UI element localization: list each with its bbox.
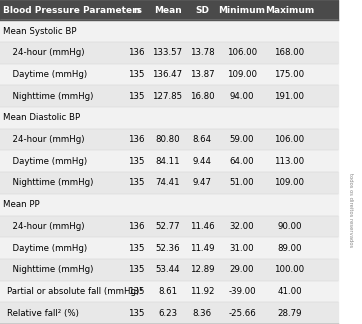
- Text: 113.00: 113.00: [274, 157, 304, 166]
- Text: Maximum: Maximum: [265, 6, 314, 15]
- Text: 11.49: 11.49: [190, 244, 215, 253]
- Bar: [0, 0, 338, 20]
- Text: 94.00: 94.00: [230, 92, 254, 101]
- Text: Daytime (mmHg): Daytime (mmHg): [8, 244, 88, 253]
- Text: 168.00: 168.00: [274, 48, 304, 57]
- Text: 51.00: 51.00: [230, 179, 254, 188]
- Text: 11.46: 11.46: [190, 222, 215, 231]
- Text: 8.36: 8.36: [193, 309, 212, 318]
- Text: 106.00: 106.00: [227, 48, 257, 57]
- Text: 8.64: 8.64: [193, 135, 212, 144]
- Text: 52.36: 52.36: [155, 244, 180, 253]
- Text: Nighttime (mmHg): Nighttime (mmHg): [8, 92, 94, 101]
- Text: 127.85: 127.85: [152, 92, 182, 101]
- Text: 9.44: 9.44: [193, 157, 212, 166]
- Text: 13.87: 13.87: [190, 70, 215, 79]
- Text: Daytime (mmHg): Daytime (mmHg): [8, 157, 88, 166]
- Text: 52.77: 52.77: [155, 222, 180, 231]
- Text: -39.00: -39.00: [228, 287, 256, 296]
- Text: todos os direitos reservados: todos os direitos reservados: [348, 173, 353, 248]
- Text: Mean Diastolic BP: Mean Diastolic BP: [3, 113, 80, 122]
- Text: 24-hour (mmHg): 24-hour (mmHg): [8, 222, 85, 231]
- Text: 59.00: 59.00: [230, 135, 254, 144]
- Bar: [0, 302, 338, 324]
- Text: Minimum: Minimum: [219, 6, 265, 15]
- Text: 13.78: 13.78: [190, 48, 215, 57]
- Text: 136: 136: [128, 48, 144, 57]
- Text: Mean: Mean: [153, 6, 181, 15]
- Text: 12.89: 12.89: [190, 265, 215, 274]
- Text: 64.00: 64.00: [230, 157, 254, 166]
- Text: 11.92: 11.92: [190, 287, 215, 296]
- Text: 136.47: 136.47: [152, 70, 182, 79]
- Text: 135: 135: [128, 70, 144, 79]
- Text: 90.00: 90.00: [277, 222, 302, 231]
- Text: Mean PP: Mean PP: [3, 200, 39, 209]
- Text: 191.00: 191.00: [274, 92, 304, 101]
- Text: 31.00: 31.00: [230, 244, 254, 253]
- Text: 175.00: 175.00: [274, 70, 304, 79]
- Text: 32.00: 32.00: [230, 222, 254, 231]
- Text: 136: 136: [128, 135, 144, 144]
- Text: Blood Pressure Parameters: Blood Pressure Parameters: [3, 6, 142, 15]
- Text: 8.61: 8.61: [158, 287, 177, 296]
- Text: 24-hour (mmHg): 24-hour (mmHg): [8, 135, 85, 144]
- Bar: [0, 107, 338, 129]
- Text: Daytime (mmHg): Daytime (mmHg): [8, 70, 88, 79]
- Text: 109.00: 109.00: [274, 179, 304, 188]
- Text: 135: 135: [128, 287, 144, 296]
- Text: -25.66: -25.66: [228, 309, 256, 318]
- Text: 89.00: 89.00: [277, 244, 302, 253]
- Text: 135: 135: [128, 179, 144, 188]
- Text: 109.00: 109.00: [227, 70, 257, 79]
- Bar: [0, 85, 338, 107]
- Text: Relative fall² (%): Relative fall² (%): [8, 309, 79, 318]
- Text: 135: 135: [128, 157, 144, 166]
- Text: SD: SD: [195, 6, 209, 15]
- Text: 6.23: 6.23: [158, 309, 177, 318]
- Bar: [0, 129, 338, 150]
- Text: 135: 135: [128, 309, 144, 318]
- Text: 9.47: 9.47: [193, 179, 212, 188]
- Bar: [0, 42, 338, 64]
- Bar: [0, 172, 338, 194]
- Text: 80.80: 80.80: [155, 135, 180, 144]
- Bar: [0, 20, 338, 42]
- Text: Nighttime (mmHg): Nighttime (mmHg): [8, 179, 94, 188]
- Text: Partial or absolute fall (mmHg)¹: Partial or absolute fall (mmHg)¹: [8, 287, 143, 296]
- Bar: [0, 64, 338, 85]
- Bar: [0, 281, 338, 302]
- Text: 106.00: 106.00: [274, 135, 304, 144]
- Bar: [0, 215, 338, 237]
- Text: 53.44: 53.44: [155, 265, 180, 274]
- Text: n: n: [133, 6, 139, 15]
- Text: 100.00: 100.00: [274, 265, 304, 274]
- Text: 74.41: 74.41: [155, 179, 180, 188]
- Text: 135: 135: [128, 244, 144, 253]
- Text: 24-hour (mmHg): 24-hour (mmHg): [8, 48, 85, 57]
- Text: 84.11: 84.11: [155, 157, 180, 166]
- Text: 28.79: 28.79: [277, 309, 302, 318]
- Text: 136: 136: [128, 222, 144, 231]
- Text: Nighttime (mmHg): Nighttime (mmHg): [8, 265, 94, 274]
- Text: 135: 135: [128, 92, 144, 101]
- Text: 135: 135: [128, 265, 144, 274]
- Bar: [0, 194, 338, 215]
- Bar: [0, 259, 338, 281]
- Text: 133.57: 133.57: [152, 48, 182, 57]
- Text: 41.00: 41.00: [277, 287, 302, 296]
- Bar: [0, 237, 338, 259]
- Text: Mean Systolic BP: Mean Systolic BP: [3, 27, 76, 36]
- Text: 29.00: 29.00: [230, 265, 254, 274]
- Bar: [0, 150, 338, 172]
- Text: 16.80: 16.80: [190, 92, 215, 101]
